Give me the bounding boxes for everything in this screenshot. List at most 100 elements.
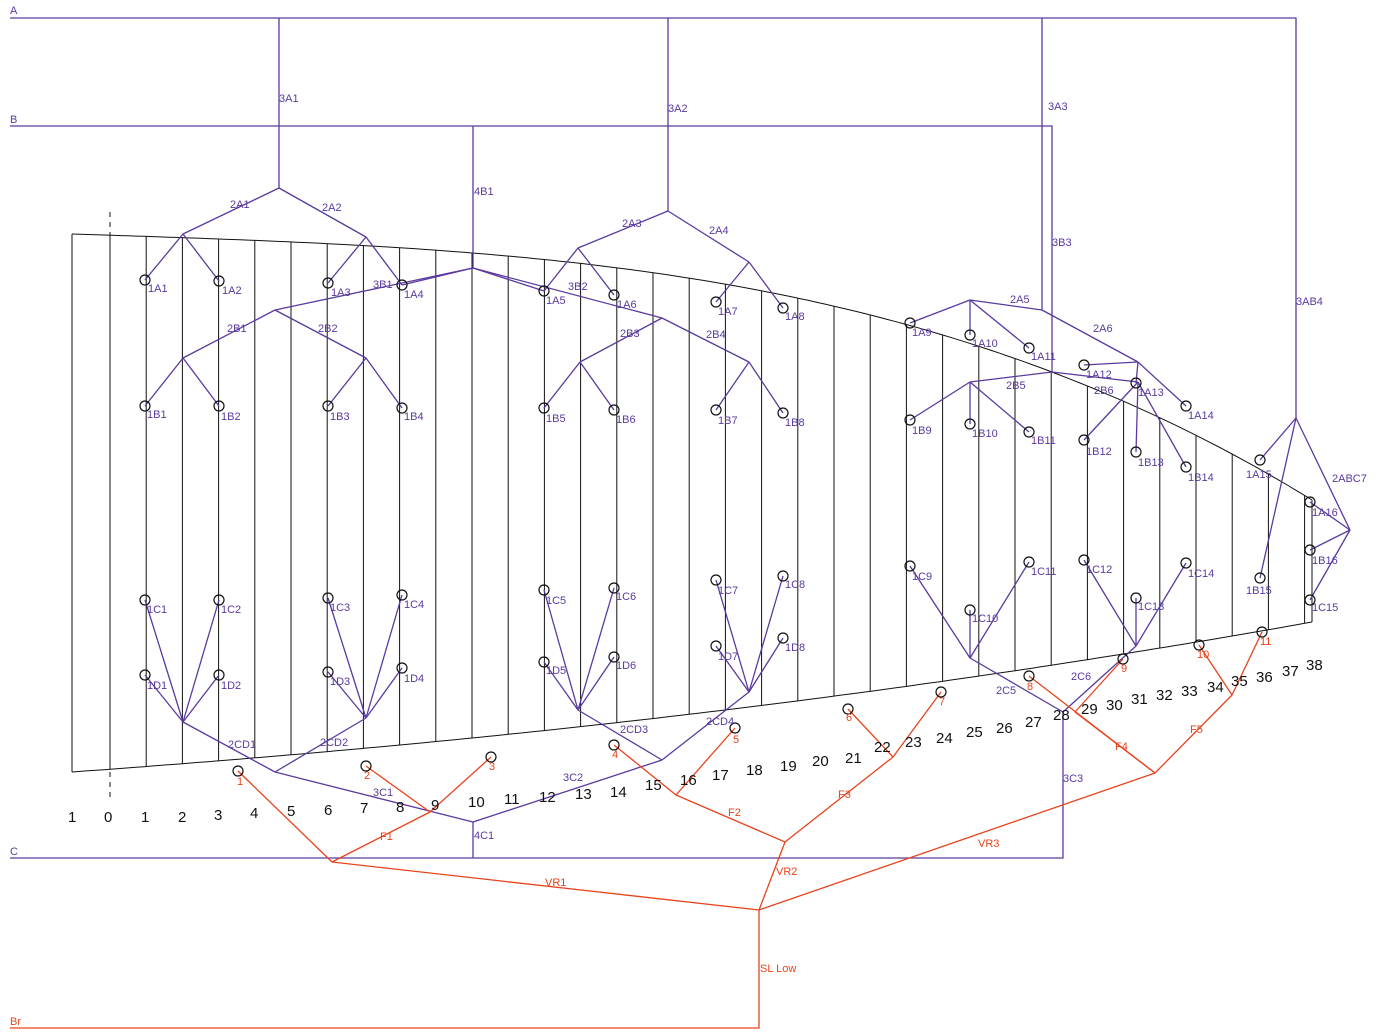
brake-line [1074,711,1156,774]
attachment-point [842,703,854,715]
attachment-point [322,400,334,412]
attachment-point [1023,556,1035,568]
label-7: 7 [939,696,945,708]
label-vr1: VR1 [545,877,566,889]
upper-line [748,637,784,693]
attachment-point [777,407,789,419]
leading-edge [71,233,1313,501]
rib-number: 8 [396,799,404,816]
label-1d3: 1D3 [330,676,350,688]
upper-line [661,317,750,363]
upper-line [1135,562,1187,647]
upper-line [1309,501,1351,531]
label-10: 10 [1197,649,1209,661]
label-2cd2: 2CD2 [320,737,348,749]
upper-line [327,236,367,284]
upper-line [909,299,971,324]
label-1c6: 1C6 [616,591,636,603]
label-2a6: 2A6 [1093,323,1113,335]
label-f1: F1 [380,831,393,843]
brake-line [365,765,431,813]
upper-line [661,691,750,761]
label-1a9: 1A9 [912,327,932,339]
brake-line [758,841,786,911]
label-3ab4: 3AB4 [1296,296,1323,308]
label-1d6: 1D6 [616,660,636,672]
attachment-point [139,594,151,606]
rib-number: 33 [1181,683,1198,700]
rib-number: 12 [539,789,556,806]
attachment-point [1023,670,1035,682]
brake-line [429,756,492,813]
label-1b15: 1B15 [1246,585,1272,597]
attachment-point [964,329,976,341]
label-1d7: 1D7 [718,651,738,663]
label-3a3: 3A3 [1048,101,1068,113]
label-1c4: 1C4 [404,599,424,611]
attachment-point [396,402,408,414]
label-1b11: 1B11 [1031,435,1056,447]
brake-line [675,727,736,796]
rib-number: 14 [610,784,627,801]
attachment-point [213,275,225,287]
label-2a1: 2A1 [230,199,250,211]
attachment-point [232,765,244,777]
attachment-point [322,666,334,678]
label-2b5: 2B5 [1006,380,1026,392]
label-1c13: 1C13 [1138,601,1164,613]
label-5: 5 [733,734,739,746]
rib-number: 34 [1207,679,1224,696]
label-1a7: 1A7 [718,306,738,318]
brake-line [1154,694,1233,774]
upper-line [274,267,474,311]
upper-line [1062,645,1137,713]
upper-line [543,589,579,711]
label-1a16: 1A16 [1312,507,1338,519]
attachment-point [1180,461,1192,473]
attachment-point [139,274,151,286]
label-2a3: 2A3 [622,218,642,230]
attachment-point [904,414,916,426]
upper-line [1137,381,1187,468]
riser-a [10,17,1297,418]
attachment-point [139,669,151,681]
label-f2: F2 [728,807,741,819]
riser-label-c: C [10,846,18,858]
attachment-point [1304,544,1316,556]
upper-line [365,236,403,286]
label-1c10: 1C10 [972,613,998,625]
upper-line [472,267,545,292]
label-1c3: 1C3 [330,602,350,614]
upper-line [401,267,474,286]
rib-number: 4 [250,805,258,822]
label-1b4: 1B4 [404,411,424,423]
upper-line [327,597,367,719]
riser-label-a: A [10,5,18,17]
rib-number: 9 [431,797,439,814]
rib-number: 15 [645,777,662,794]
upper-line [577,210,669,249]
label-1c8: 1C8 [785,579,805,591]
upper-line [748,361,784,414]
label-2cd4: 2CD4 [706,716,734,728]
upper-line [909,381,971,421]
rib-number: 3 [214,807,222,824]
upper-line [577,656,615,711]
label-1b16: 1B16 [1312,555,1338,567]
upper-line [472,267,663,319]
attachment-point [710,574,722,586]
upper-line [715,579,750,693]
upper-line [909,565,971,659]
upper-line [1083,361,1139,366]
upper-line [144,599,184,723]
label-1b7: 1B7 [718,415,738,427]
upper-line [715,361,750,411]
label-1d5: 1D5 [546,665,566,677]
brake-line [1074,658,1124,713]
label-1: 1 [237,776,243,788]
label-11: 11 [1260,636,1271,648]
upper-line [1309,529,1351,601]
rib-lines [109,235,1306,770]
